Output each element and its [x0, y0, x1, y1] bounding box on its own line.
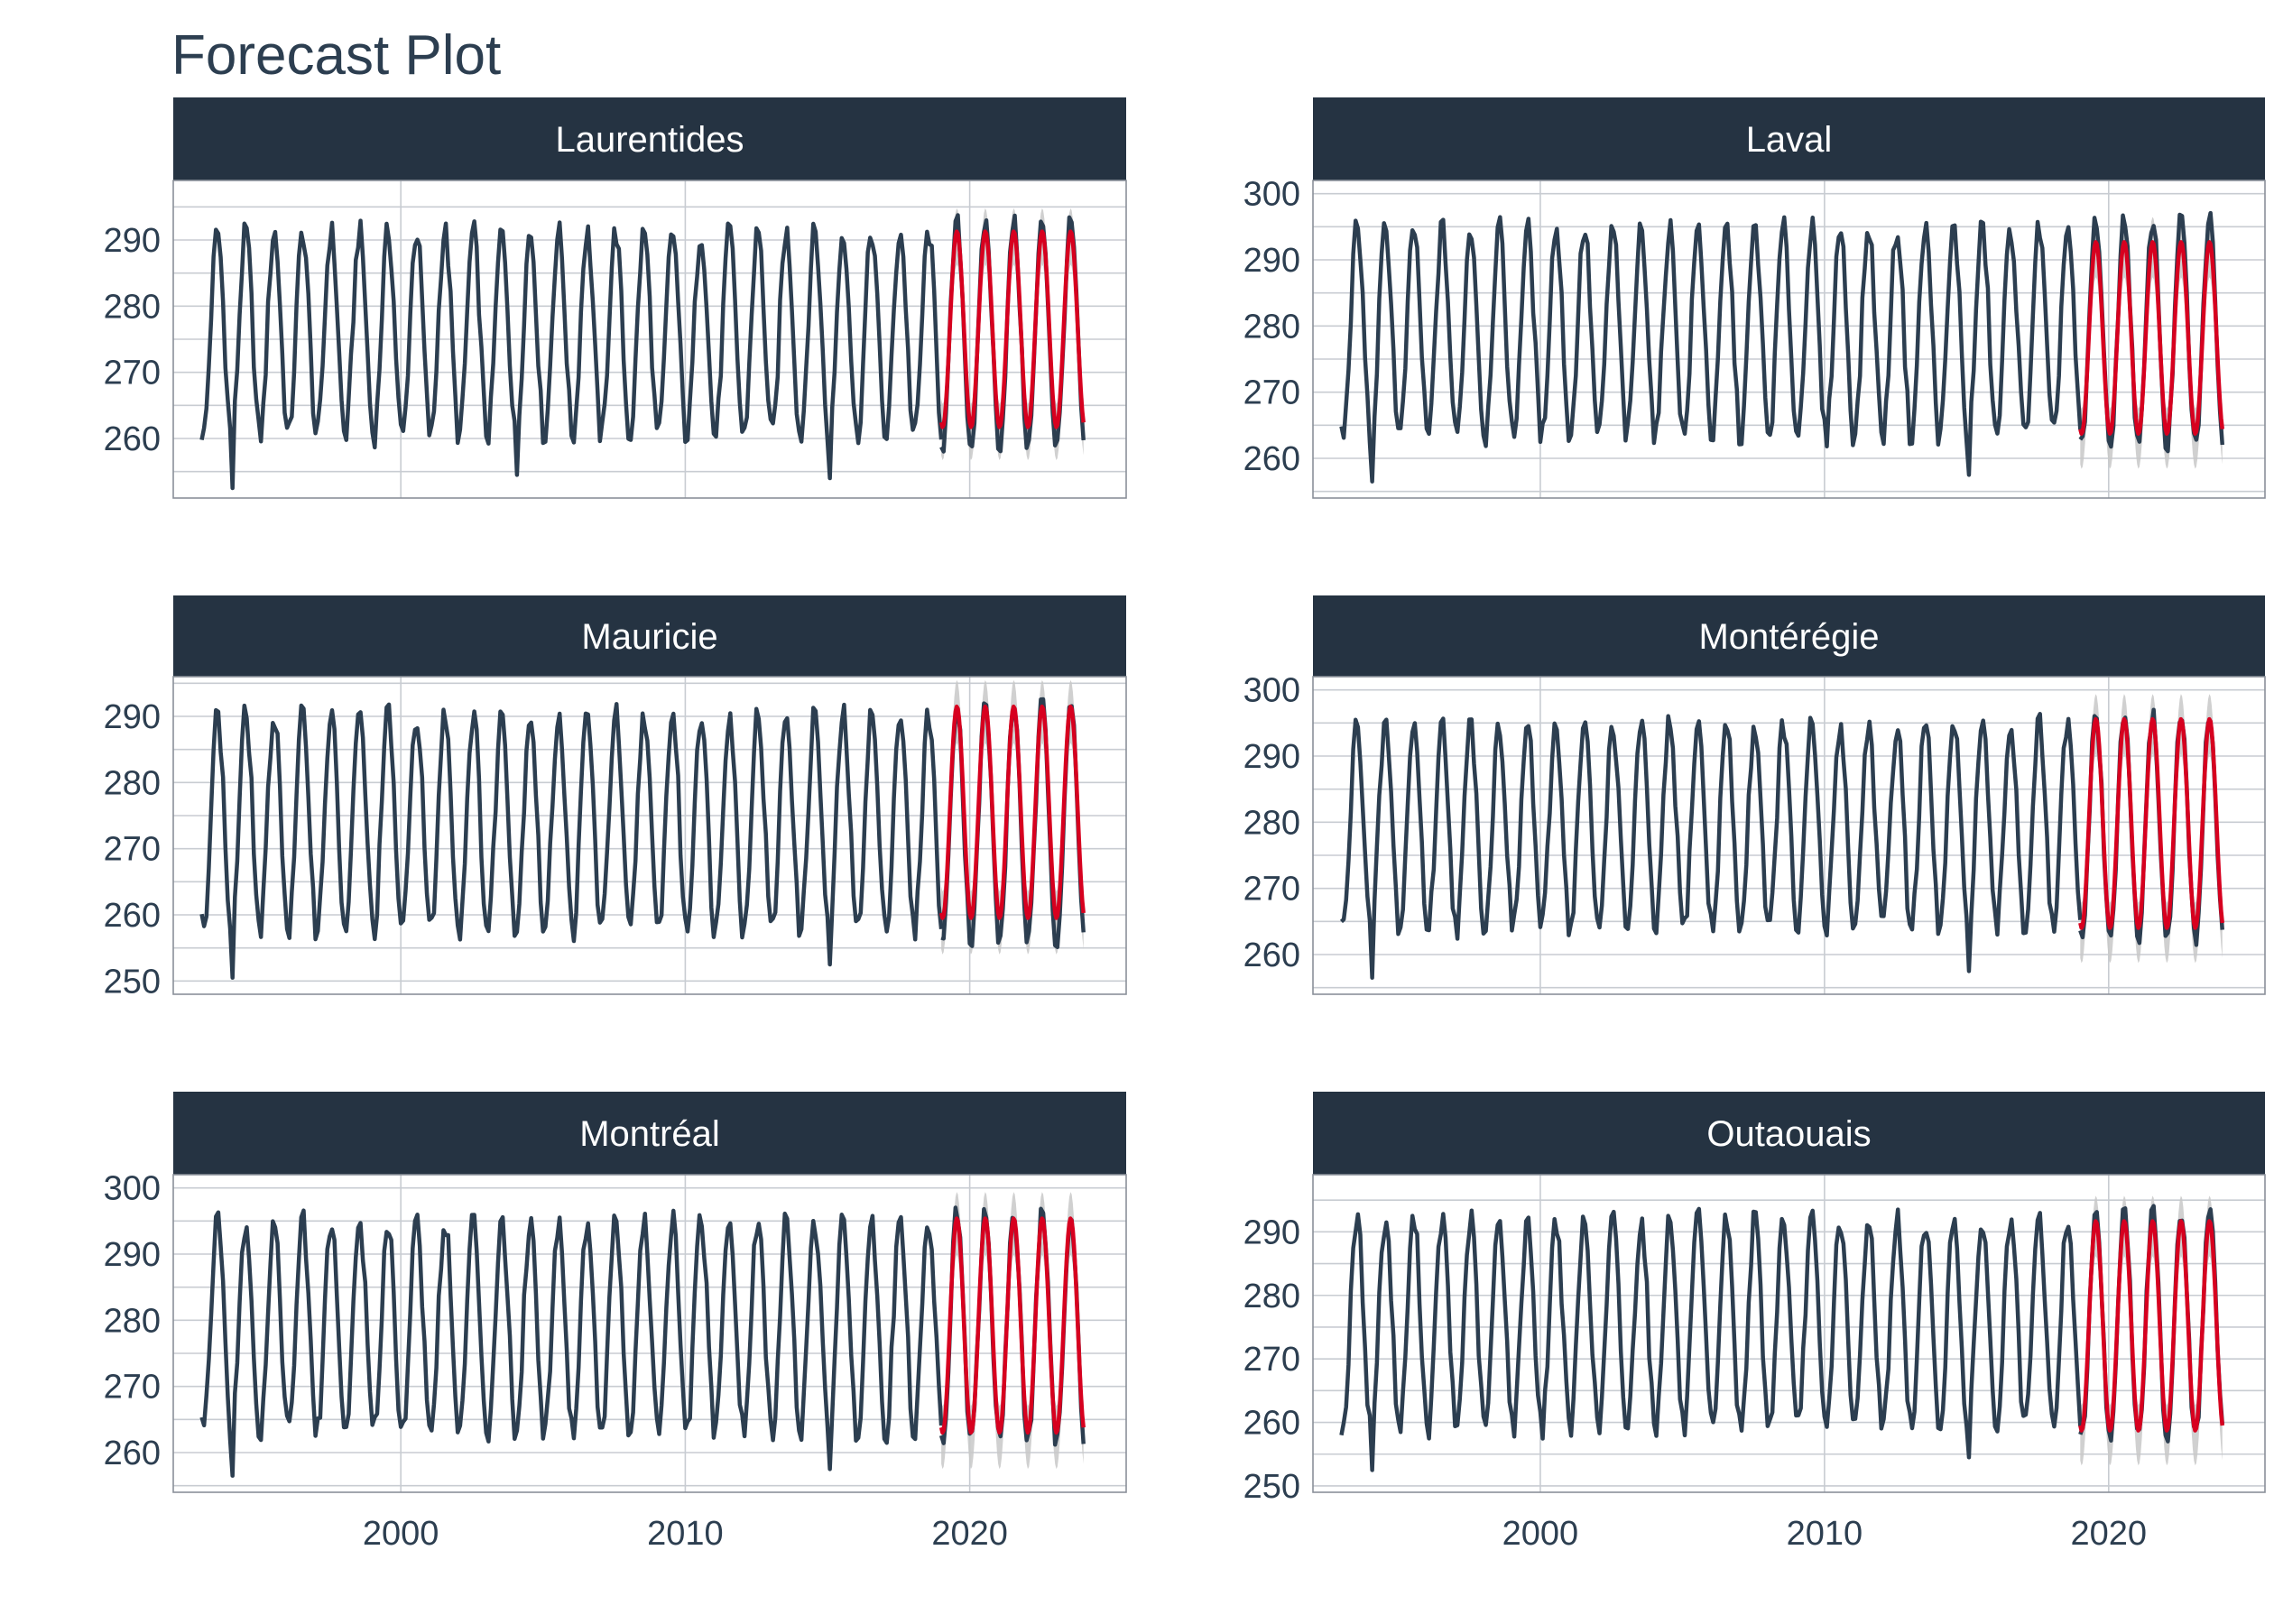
history-line	[199, 702, 944, 980]
y-tick-label: 300	[104, 1170, 161, 1208]
panel-border	[1312, 180, 2266, 499]
forecast-line	[2078, 240, 2224, 436]
y-tick-label: 260	[1243, 937, 1300, 974]
y-tick-label: 260	[104, 1435, 161, 1472]
facet-strip	[1313, 97, 2265, 180]
y-tick-label: 290	[1243, 1213, 1300, 1251]
x-tick-label: 2000	[363, 1515, 439, 1553]
y-tick-label: 280	[104, 1302, 161, 1340]
history-line	[1339, 1206, 2083, 1472]
y-tick-label: 290	[104, 1236, 161, 1274]
facet-panel-3: Montérégie 260 270 280 290 300	[1243, 595, 2266, 995]
facet-strip-label: Mauricie	[581, 617, 717, 657]
y-tick-label: 260	[104, 420, 161, 458]
facet-panel-0: Laurentides 260 270 280 290	[104, 97, 1127, 499]
y-tick-label: 300	[1243, 176, 1300, 214]
facet-strip	[173, 97, 1126, 180]
facet-panel-1: Laval 260 270 280 290 300	[1243, 97, 2266, 499]
y-tick-label: 280	[1243, 308, 1300, 346]
facet-strip-label: Laurentides	[555, 120, 744, 160]
page-title: Forecast Plot	[171, 24, 502, 87]
y-tick-label: 260	[1243, 1405, 1300, 1443]
facet-panel-5: Outaouais 250 260 270 280 290 2000 2010 2020	[1243, 1092, 2266, 1553]
y-tick-label: 290	[104, 222, 161, 260]
y-tick-label: 270	[1243, 374, 1300, 412]
y-tick-label: 290	[1243, 242, 1300, 280]
panel-border	[172, 180, 1127, 499]
facet-strip	[1313, 595, 2265, 677]
y-tick-label: 250	[104, 963, 161, 1001]
forecast-line	[2078, 1219, 2224, 1433]
y-tick-label: 260	[1243, 440, 1300, 478]
y-tick-label: 280	[104, 764, 161, 802]
y-tick-label: 270	[104, 831, 161, 869]
panel-border	[172, 1174, 1127, 1493]
forecast-line	[938, 704, 1086, 920]
facet-strip	[173, 1092, 1126, 1175]
history-line	[199, 1208, 944, 1478]
x-tick-label: 2020	[931, 1515, 1008, 1553]
forecast-line	[938, 1216, 1086, 1435]
panel-border	[1312, 676, 2266, 995]
y-tick-label: 270	[1243, 871, 1300, 909]
facet-strip-label: Outaouais	[1706, 1114, 1871, 1154]
y-tick-label: 250	[1243, 1468, 1300, 1506]
facet-strip	[173, 595, 1126, 677]
x-tick-label: 2000	[1502, 1515, 1579, 1553]
y-tick-label: 290	[1243, 738, 1300, 776]
y-tick-label: 280	[1243, 1278, 1300, 1315]
forecast-line	[938, 229, 1086, 429]
y-tick-label: 280	[104, 288, 161, 326]
facet-strip-label: Laval	[1746, 120, 1833, 160]
panel-border	[172, 676, 1127, 995]
history-line	[1339, 215, 2083, 484]
y-tick-label: 270	[104, 1369, 161, 1407]
panel-border	[1312, 1174, 2266, 1493]
forecast-line	[2078, 716, 2224, 930]
history-line	[199, 218, 944, 491]
facet-strip	[1313, 1092, 2265, 1175]
x-tick-label: 2010	[647, 1515, 724, 1553]
facet-panel-2: Mauricie 250 260 270 280 290	[104, 595, 1127, 1001]
facet-strip-label: Montérégie	[1698, 617, 1879, 657]
x-tick-label: 2010	[1787, 1515, 1863, 1553]
facet-strip-label: Montréal	[579, 1114, 720, 1154]
history-line	[1339, 711, 2083, 980]
y-tick-label: 270	[104, 355, 161, 392]
x-tick-label: 2020	[2071, 1515, 2148, 1553]
y-tick-label: 260	[104, 897, 161, 935]
y-tick-label: 270	[1243, 1341, 1300, 1379]
y-tick-label: 290	[104, 698, 161, 736]
facet-panel-4: Montréal 260 270 280 290 300 2000 2010 2020	[104, 1092, 1127, 1553]
y-tick-label: 280	[1243, 804, 1300, 842]
y-tick-label: 300	[1243, 672, 1300, 710]
